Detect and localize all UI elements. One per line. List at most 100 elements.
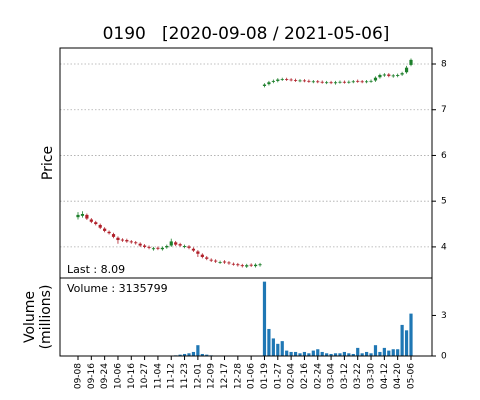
x-tick-label: 04-20 — [393, 363, 403, 389]
x-tick-label: 01-06 — [247, 363, 257, 389]
volume-bar — [178, 354, 182, 356]
volume-note: Volume : 3135799 — [67, 282, 168, 295]
volume-bar — [262, 281, 267, 356]
volume-bar — [378, 351, 382, 356]
candle-body — [76, 214, 80, 218]
y-tick-label: 8 — [441, 60, 447, 70]
candle-body — [333, 82, 338, 84]
candle-body — [125, 240, 129, 242]
volume-bar — [307, 353, 311, 356]
x-tick-label: 09-16 — [87, 363, 97, 389]
volume-bar — [373, 345, 378, 356]
candle-body — [240, 265, 244, 267]
volume-bar — [205, 354, 209, 356]
y-axis-label: Price — [40, 146, 56, 180]
candle-body — [85, 214, 89, 219]
volume-bar — [182, 353, 187, 356]
x-tick-label: 03-30 — [367, 363, 377, 389]
volume-bar — [267, 328, 271, 356]
candle-body — [80, 213, 85, 216]
candle-body — [178, 244, 182, 246]
candle-body — [147, 246, 151, 248]
candle-body — [258, 264, 262, 266]
x-tick-label: 10-16 — [127, 363, 137, 389]
volume-bar — [285, 350, 289, 356]
x-tick-label: 10-27 — [140, 363, 150, 389]
candle-body — [378, 74, 382, 78]
y2-tick-label: 0 — [441, 352, 447, 362]
x-tick-label: 11-04 — [153, 363, 163, 389]
candle-body — [307, 80, 311, 82]
candle-body — [365, 81, 369, 83]
x-tick-label: 01-19 — [260, 363, 270, 389]
candle-body — [338, 81, 342, 83]
volume-bar — [338, 353, 342, 356]
candle-body — [182, 245, 187, 247]
last-label: Last : 8.09 — [67, 263, 125, 276]
x-tick-label: 10-06 — [113, 363, 123, 389]
x-tick-label: 05-06 — [407, 363, 417, 389]
candle-body — [320, 81, 324, 83]
x-tick-label: 11-23 — [180, 363, 190, 389]
candle-body — [205, 257, 209, 259]
candle-body — [231, 263, 235, 265]
candle-body — [298, 80, 302, 82]
candle-body — [160, 247, 164, 250]
candle-body — [151, 248, 156, 250]
candle-body — [400, 73, 404, 75]
candle-body — [98, 224, 102, 228]
candle-body — [276, 79, 280, 81]
x-tick-label: 04-12 — [380, 363, 390, 389]
volume-bar — [276, 343, 280, 356]
candle-body — [218, 261, 222, 263]
candle-body — [325, 82, 329, 84]
candle-body — [89, 219, 93, 222]
candle-body — [316, 81, 320, 83]
volume-bar — [302, 351, 307, 356]
volume-bar — [320, 351, 324, 356]
candle-body — [302, 80, 307, 82]
x-tick-label: 11-12 — [167, 363, 177, 389]
x-tick-label: 12-01 — [193, 363, 203, 389]
candle-body — [156, 247, 160, 249]
volume-bar — [342, 351, 346, 356]
candle-body — [404, 67, 409, 73]
candle-body — [120, 239, 124, 241]
x-tick-label: 12-17 — [220, 363, 230, 389]
volume-bar — [347, 353, 351, 356]
volume-bar — [400, 324, 404, 356]
candle-body — [245, 265, 249, 267]
x-tick-label: 02-24 — [313, 363, 323, 389]
candle-body — [289, 79, 293, 81]
volume-axis-label: Volume — [22, 291, 38, 343]
candle-body — [267, 82, 271, 85]
x-tick-label: 12-28 — [233, 363, 243, 389]
candle-body — [191, 248, 196, 251]
candle-body — [329, 82, 333, 84]
candle-body — [214, 260, 218, 262]
candle-body — [227, 262, 231, 264]
candle-body — [311, 81, 315, 83]
candle-body — [187, 246, 191, 248]
x-tick-label: 02-04 — [287, 363, 297, 389]
candle-body — [285, 79, 289, 80]
candle-body — [356, 80, 360, 82]
x-tick-label: 01-27 — [273, 363, 283, 389]
candle-body — [129, 241, 133, 243]
y-tick-label: 5 — [441, 197, 447, 207]
candle-body — [138, 243, 142, 246]
candle-body — [249, 264, 253, 266]
x-tick-label: 12-09 — [207, 363, 217, 389]
candle-body — [174, 242, 178, 245]
candle-body — [134, 242, 138, 244]
candle-body — [373, 77, 378, 81]
volume-bar — [360, 353, 364, 356]
candle-body — [382, 74, 386, 76]
x-tick-label: 03-12 — [340, 363, 350, 389]
candle-body — [391, 75, 395, 77]
candle-body — [143, 245, 147, 247]
candle-body — [200, 254, 204, 257]
volume-bar — [396, 349, 400, 356]
candle-body — [111, 234, 116, 237]
volume-bar — [391, 349, 395, 356]
